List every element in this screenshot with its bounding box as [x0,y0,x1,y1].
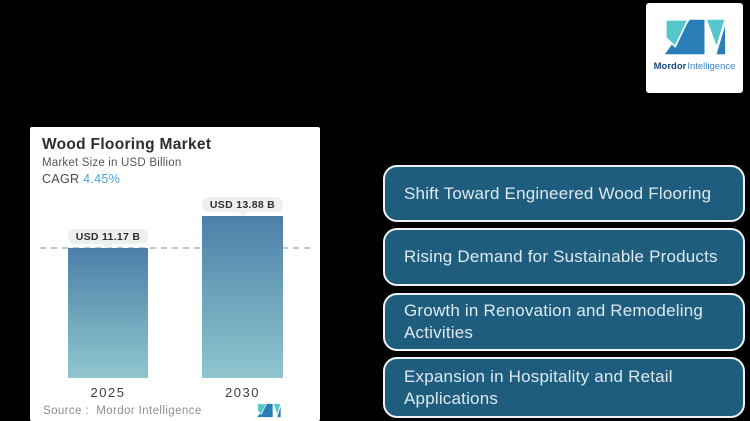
chart-title: Wood Flooring Market [42,136,212,153]
cagr-value: 4.45% [83,172,121,186]
brand-name-light: Intelligence [687,61,736,72]
trend-box-sustainable-products: Rising Demand for Sustainable Products [383,228,745,286]
value-label-2030: USD 13.88 B [202,197,283,212]
chart-cagr-line: CAGR 4.45% [42,172,120,186]
trend-label: Expansion in Hospitality and Retail Appl… [404,366,673,408]
value-label-pointer [103,244,113,249]
mordor-intelligence-mini-logo-icon [257,403,281,418]
source-attribution: Source : Mordor Intelligence [43,405,202,417]
bar-2030 [202,216,283,378]
x-axis-label-2025: 2025 [90,385,126,400]
trend-box-renovation-remodeling: Growth in Renovation and Remodeling Acti… [383,293,745,351]
bar-2025 [68,248,148,378]
value-label-2025: USD 11.17 B [68,229,148,244]
brand-logo-card: MordorIntelligence [646,3,743,93]
x-axis-label-2030: 2030 [225,385,260,400]
trend-label: Rising Demand for Sustainable Products [404,247,718,266]
mordor-intelligence-logo-icon [664,18,725,55]
trend-box-hospitality-retail: Expansion in Hospitality and Retail Appl… [383,357,745,418]
bar-group-2030: USD 13.88 B [202,197,283,378]
bar-group-2025: USD 11.17 B [68,229,148,378]
value-label-pointer [237,212,248,217]
brand-name-bold: Mordor [653,61,687,72]
trend-label: Shift Toward Engineered Wood Flooring [404,183,712,203]
cagr-label: CAGR [42,172,80,186]
chart-subtitle: Market Size in USD Billion [42,157,182,169]
market-chart-card: Wood Flooring Market Market Size in USD … [30,127,320,421]
brand-wordmark: MordorIntelligence [654,62,736,72]
dashed-reference-line [40,247,311,249]
trend-box-engineered-wood: Shift Toward Engineered Wood Flooring [383,165,745,222]
trend-label: Growth in Renovation and Remodeling Acti… [404,301,704,342]
